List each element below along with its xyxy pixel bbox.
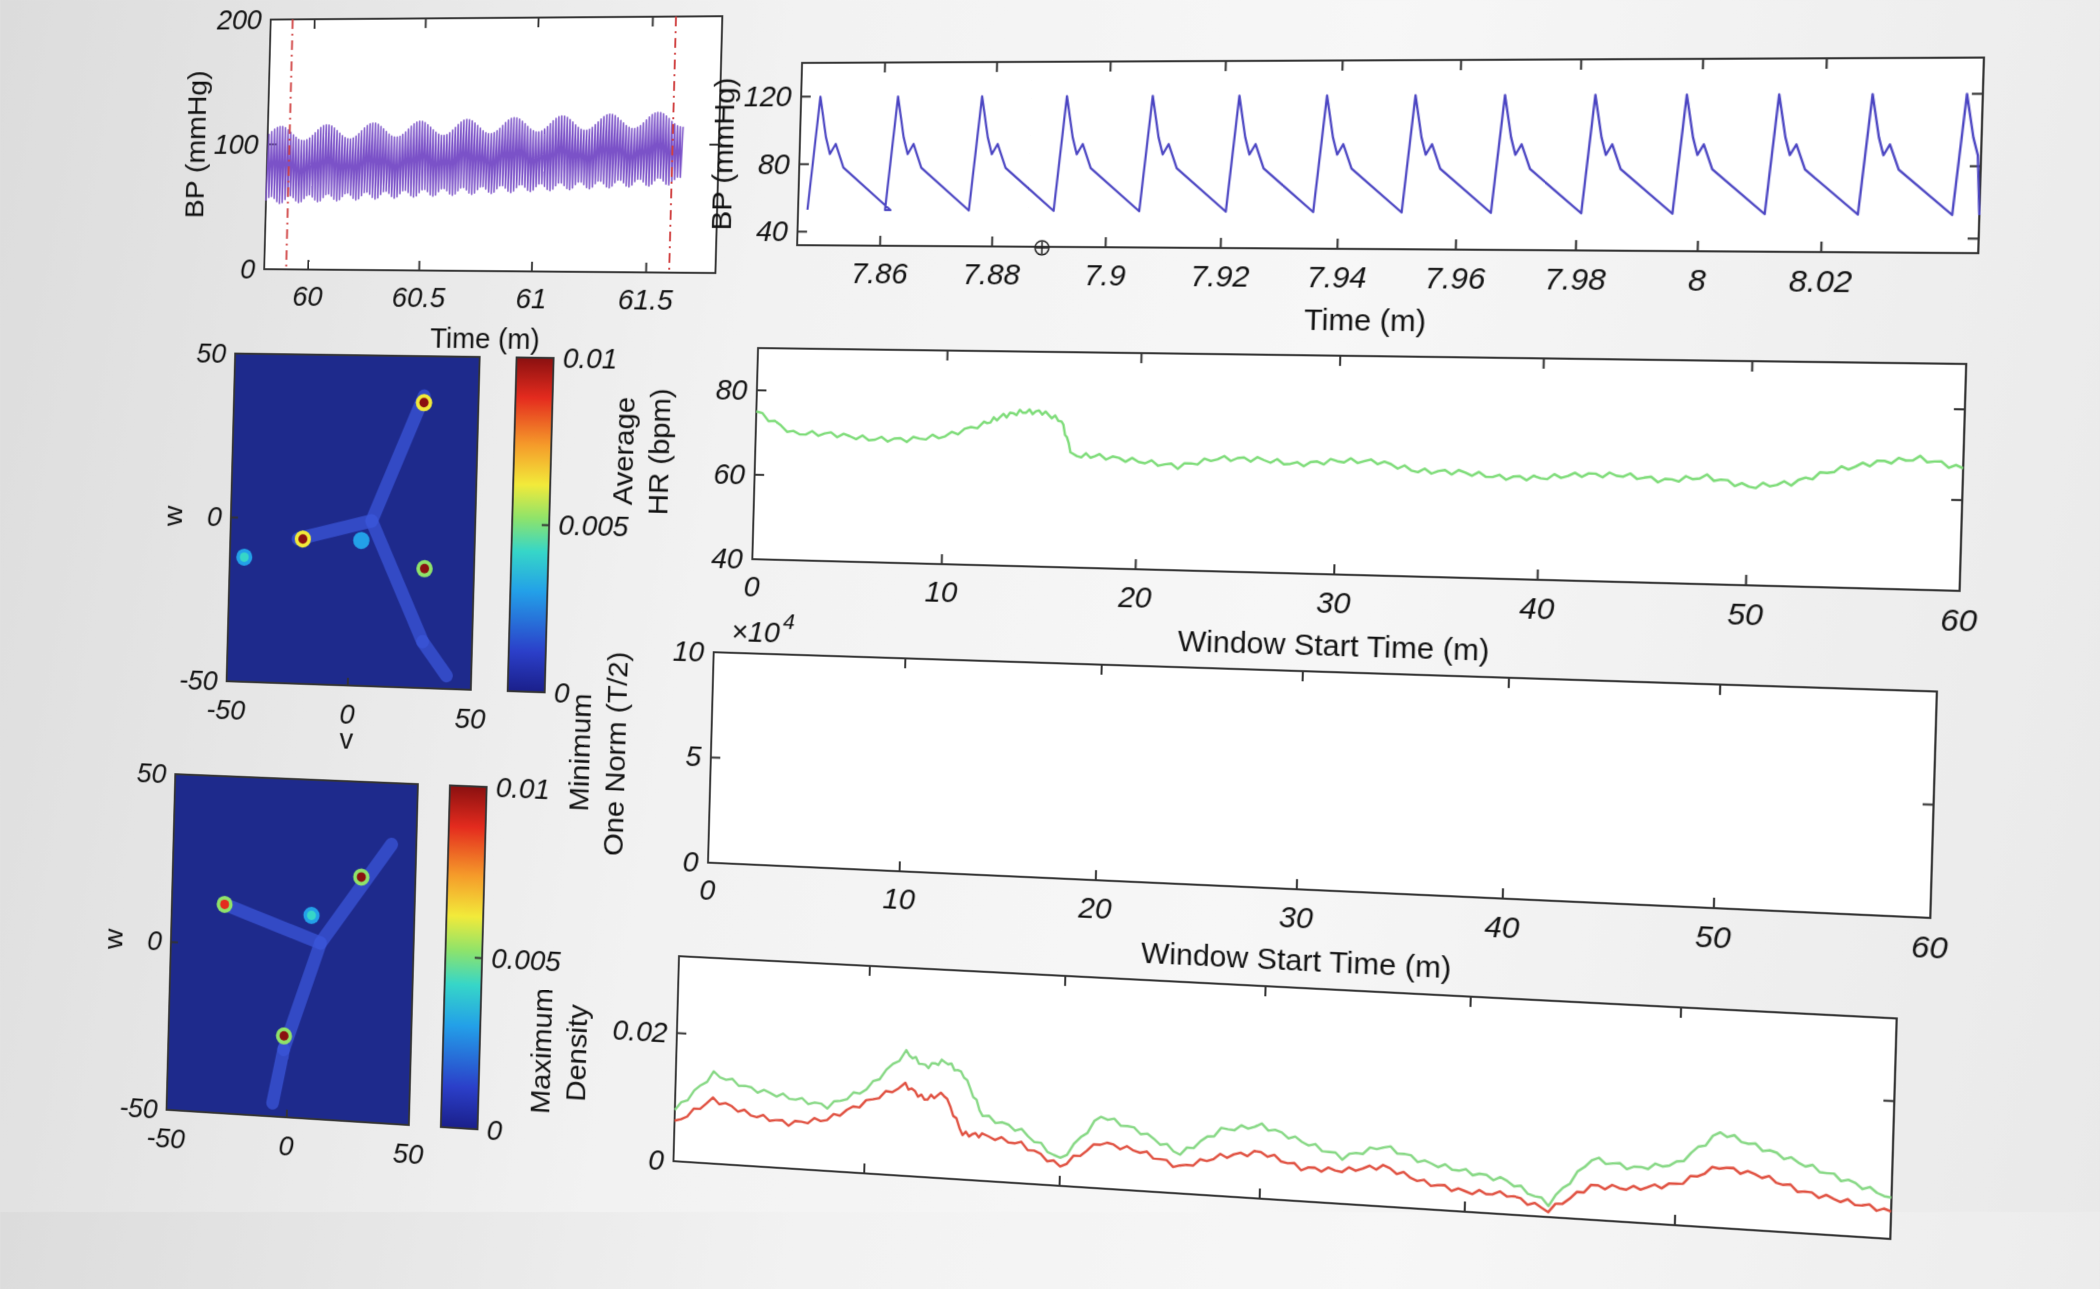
avg_hr-xtick-label: 20 [1117,581,1152,615]
max_density-ytick-mark-right [1883,1101,1894,1102]
bp_zoom-xtick-label: 7.96 [1424,262,1486,297]
avg_hr-ylabel: HR (bpm) [643,388,678,515]
avg_hr-xtick-label: 10 [924,576,957,610]
bp_overview-xtick-label: 61.5 [618,284,675,317]
min_one_norm-xtick-label: 50 [1695,920,1732,956]
avg_hr-axes-frame [752,348,1966,591]
bp_zoom-xtick-label: 8 [1687,264,1706,299]
bp_zoom-xtick-label: 7.86 [851,257,909,290]
avg_hr-xtick-label: 60 [1940,603,1978,639]
min_one_norm-xtick-label: 20 [1077,891,1112,926]
max_density-ylabel: Maximum [525,987,559,1115]
min_one_norm-y-multiplier: ×10 [731,616,780,650]
bp_overview-ytick-label: 0 [240,254,256,286]
min_one_norm-axes-frame [708,652,1937,918]
avg_hr-ytick-label: 80 [715,374,748,407]
min_one_norm-ytick-label: 0 [682,846,699,879]
bp_overview-ytick-label: 200 [216,4,262,36]
max_density-ytick-mark [673,1161,682,1162]
max_density-ytick-label: 0 [648,1144,665,1177]
min_one_norm-panel: 0 10 20 30 40 50 60 0 5 10 Window Start Time (m) Mi… [560,604,1956,1010]
avg_hr-panel: 0 10 20 30 40 50 60 40 60 80 Window Start Time (m)… [604,346,1985,683]
density_map_2-ytick-label: -50 [119,1092,158,1126]
avg_hr-xtick-label: 0 [743,571,760,604]
mouse-cursor [1035,241,1049,255]
density_map_2-xtick-label: 0 [278,1130,294,1163]
density_map_2-colorbar-label: 0.01 [495,772,550,806]
max_density-panel: 0 0.02 MaximumDensity [524,949,1897,1258]
density_map_2-panel: -50050-50050w00.0050.01 [94,756,567,1180]
density_map_1-ytick-label: 50 [196,338,226,370]
avg_hr-ytick-label: 40 [711,542,744,575]
min_one_norm-ylabel: Minimum [564,693,598,812]
bp_zoom-xtick-label: 7.88 [962,258,1020,292]
bp_zoom-panel: 7.86 7.88 7.9 7.92 7.94 7.96 7.98 8 8.02 40 80 120 T… [703,58,1983,346]
bp_zoom-xtick-label: 7.92 [1190,260,1250,294]
bp_overview-xtick-label: 60 [292,281,323,313]
density_map_1-ytick-label: 0 [207,502,223,534]
bp_zoom-ytick-label: 120 [743,81,792,114]
density_map_1-colorbar-label: 0.005 [558,510,630,544]
avg_hr-xlabel: Window Start Time (m) [1177,625,1489,668]
bp_overview-panel: 60 60.5 61 61.5 0 100 200 Time (m) BP (mmHg) [177,1,723,359]
density_map_2-ylabel: w [99,928,129,951]
bp_zoom-xtick-label: 7.9 [1084,259,1126,293]
max_density-ylabel: Density [561,1003,595,1102]
max_density-axes-frame [673,956,1896,1239]
avg_hr-ytick-label: 60 [713,458,746,491]
bp_overview-xtick-label: 60.5 [391,282,446,315]
bp_zoom-xtick-label: 7.98 [1544,263,1606,298]
density_map_1-xtick-label: -50 [206,694,245,727]
avg_hr-xtick-label: 30 [1316,586,1351,621]
avg_hr-xtick-label: 50 [1727,597,1764,633]
avg_hr-ylabel: Average [608,397,642,506]
bp_overview-xlabel: Time (m) [430,323,540,356]
min_one_norm-xtick-label: 60 [1911,930,1949,967]
min_one_norm-ytick-label: 10 [672,635,704,668]
max_density-ytick-mark [677,1033,686,1034]
density_map_2-xtick-label: 50 [392,1138,423,1172]
bp_zoom-xtick-label: 7.94 [1306,261,1367,295]
density_map_2-ytick-label: 50 [137,758,167,791]
avg_hr-xtick-label: 40 [1519,592,1555,627]
min_one_norm-xtick-label: 10 [882,882,915,916]
density_map_1-ylabel: w [159,505,189,527]
bp_zoom-ytick-label: 40 [756,216,789,249]
bp_zoom-xlabel: Time (m) [1304,303,1427,338]
density_map_1-panel: -50050-50050vw00.0050.01 [153,337,634,766]
density_map_2-xtick-label: -50 [146,1122,185,1156]
min_one_norm-ylabel: One Norm (T/2) [598,651,635,856]
density_map_2-colorbar-label: 0.005 [491,943,562,979]
bp_overview-ytick-label: 100 [213,129,258,161]
figure: 6060.56161.50100200Time (m)BP (mmHg)7.86… [60,0,2100,1284]
max_density-ytick-mark-right [1879,1238,1890,1239]
density_map_2-colorbar-label: 0 [486,1115,502,1148]
bp_zoom-ytick-label: 80 [757,148,790,181]
min_one_norm-y-multiplier-exp: 4 [783,610,795,634]
density_map_1-colorbar-label: 0 [554,677,570,710]
bp_overview-xtick-label: 61 [515,283,547,315]
density_map_1-ytick-label: -50 [179,664,218,697]
density_map_2-ytick-label: 0 [147,926,163,958]
min_one_norm-xtick-label: 30 [1279,901,1314,936]
min_one_norm-xtick-label: 40 [1484,910,1520,946]
bp_zoom-xtick-label: 8.02 [1788,264,1852,299]
min_one_norm-ytick-label: 5 [685,741,703,774]
density_map_1-colorbar-label: 0.01 [562,343,617,376]
min_one_norm-xtick-label: 0 [699,874,716,907]
density_map_1-xtick-label: 50 [454,703,486,736]
density_map_2-image [166,774,417,1125]
max_density-ytick-label: 0.02 [612,1014,668,1049]
min_one_norm-xlabel: Window Start Time (m) [1141,937,1452,986]
bp_overview-ylabel: BP (mmHg) [180,70,213,218]
bp_zoom-ylabel: BP (mmHg) [706,77,742,230]
density_map_1-xlabel: v [339,724,354,756]
